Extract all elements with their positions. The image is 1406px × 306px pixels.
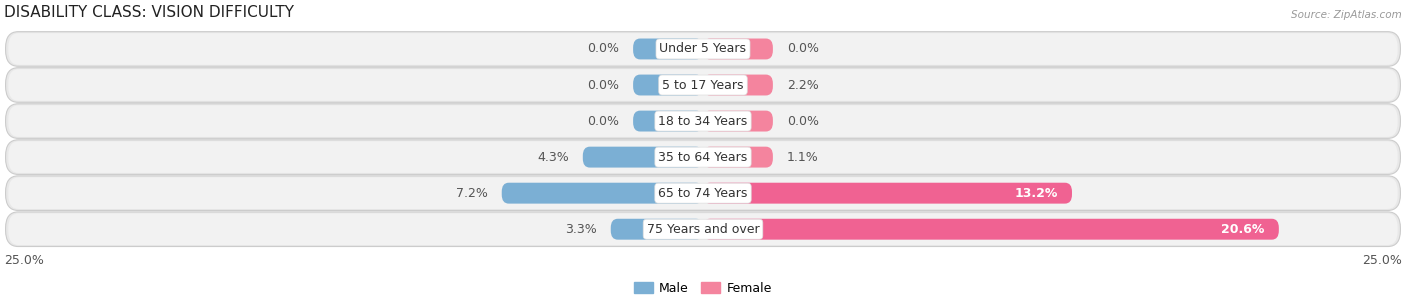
FancyBboxPatch shape (8, 69, 1398, 101)
FancyBboxPatch shape (6, 32, 1400, 66)
Text: 35 to 64 Years: 35 to 64 Years (658, 151, 748, 164)
Text: 75 Years and over: 75 Years and over (647, 223, 759, 236)
FancyBboxPatch shape (633, 110, 703, 132)
FancyBboxPatch shape (633, 75, 703, 95)
FancyBboxPatch shape (703, 110, 773, 132)
Text: Under 5 Years: Under 5 Years (659, 43, 747, 55)
FancyBboxPatch shape (703, 39, 773, 59)
Legend: Male, Female: Male, Female (630, 277, 776, 300)
Text: Source: ZipAtlas.com: Source: ZipAtlas.com (1291, 10, 1402, 20)
Text: 0.0%: 0.0% (588, 114, 619, 128)
Text: 5 to 17 Years: 5 to 17 Years (662, 79, 744, 91)
FancyBboxPatch shape (703, 219, 1279, 240)
FancyBboxPatch shape (703, 75, 773, 95)
FancyBboxPatch shape (8, 213, 1398, 245)
Text: 1.1%: 1.1% (787, 151, 818, 164)
FancyBboxPatch shape (8, 33, 1398, 65)
Text: 0.0%: 0.0% (787, 43, 818, 55)
FancyBboxPatch shape (6, 104, 1400, 138)
Text: DISABILITY CLASS: VISION DIFFICULTY: DISABILITY CLASS: VISION DIFFICULTY (4, 5, 294, 20)
Text: 0.0%: 0.0% (588, 43, 619, 55)
FancyBboxPatch shape (502, 183, 703, 203)
FancyBboxPatch shape (6, 68, 1400, 102)
FancyBboxPatch shape (583, 147, 703, 168)
FancyBboxPatch shape (703, 183, 1071, 203)
FancyBboxPatch shape (610, 219, 703, 240)
Text: 13.2%: 13.2% (1015, 187, 1057, 200)
FancyBboxPatch shape (6, 176, 1400, 211)
FancyBboxPatch shape (633, 39, 703, 59)
FancyBboxPatch shape (8, 141, 1398, 173)
Text: 65 to 74 Years: 65 to 74 Years (658, 187, 748, 200)
Text: 4.3%: 4.3% (537, 151, 569, 164)
FancyBboxPatch shape (8, 177, 1398, 209)
Text: 25.0%: 25.0% (4, 254, 44, 267)
Text: 18 to 34 Years: 18 to 34 Years (658, 114, 748, 128)
Text: 0.0%: 0.0% (588, 79, 619, 91)
Text: 0.0%: 0.0% (787, 114, 818, 128)
FancyBboxPatch shape (8, 105, 1398, 137)
Text: 3.3%: 3.3% (565, 223, 596, 236)
Text: 2.2%: 2.2% (787, 79, 818, 91)
Text: 20.6%: 20.6% (1222, 223, 1265, 236)
FancyBboxPatch shape (6, 212, 1400, 247)
FancyBboxPatch shape (6, 140, 1400, 174)
FancyBboxPatch shape (703, 147, 773, 168)
Text: 25.0%: 25.0% (1362, 254, 1402, 267)
Text: 7.2%: 7.2% (456, 187, 488, 200)
